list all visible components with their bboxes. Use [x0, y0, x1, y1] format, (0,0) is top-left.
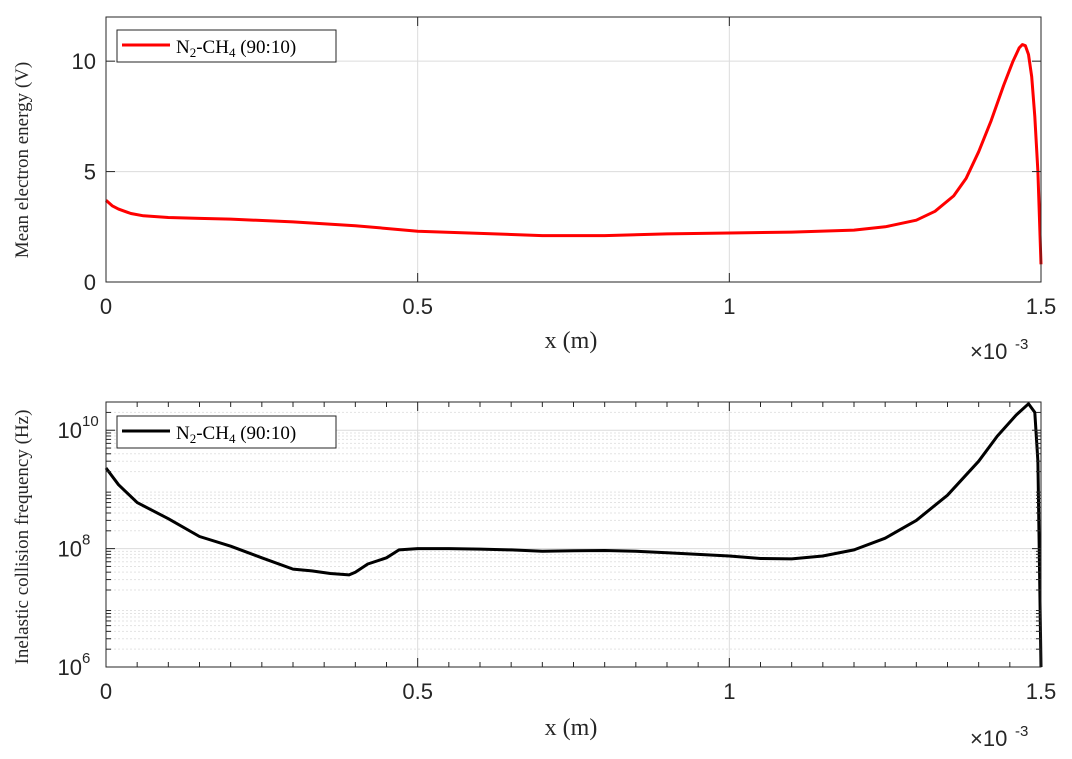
x-tick-label: 0 — [100, 294, 112, 319]
y-tick-label: 5 — [84, 160, 96, 185]
x-tick-label: 1.5 — [1026, 679, 1057, 704]
x-multiplier-base: ×10 — [970, 726, 1007, 751]
y-tick-label: 0 — [84, 270, 96, 295]
legend-ch: -CH — [196, 37, 229, 58]
x-axis-label: x (m) — [545, 328, 598, 354]
legend-ratio: (90:10) — [235, 423, 296, 444]
ticks: 0 0.5 1 1.5 0 5 10 — [72, 17, 1057, 319]
series-line — [104, 402, 1043, 668]
x-tick-label: 0 — [100, 679, 112, 704]
legend-ratio: (90:10) — [235, 37, 296, 58]
x-tick-label: 0.5 — [402, 294, 433, 319]
x-multiplier-base: ×10 — [970, 339, 1007, 364]
axes-box — [105, 16, 1042, 283]
y-tick-label: 10 — [58, 418, 82, 443]
legend-ch: -CH — [196, 423, 229, 444]
x-multiplier: ×10 -3 — [970, 723, 1028, 751]
y-tick-label: 10 — [72, 49, 96, 74]
energy-chart: 0 0.5 1 1.5 0 5 10 x (m) Mean electron energy … — [12, 16, 1057, 364]
legend-sub-2: 2 — [190, 431, 197, 446]
legend-label: N2-CH4 (90:10) — [176, 423, 296, 446]
legend-sub-2: 2 — [190, 45, 197, 60]
y-axis-label: Mean electron energy (V) — [12, 62, 33, 258]
legend-label: N2-CH4 (90:10) — [176, 37, 296, 60]
legend-sub-4: 4 — [229, 45, 236, 60]
x-tick-label: 1 — [723, 294, 735, 319]
y-tick-label: 10 — [58, 655, 82, 680]
legend-n: N — [176, 37, 190, 58]
y-tick-label-exponent: 10 — [82, 413, 99, 430]
x-tick-label: 0.5 — [402, 679, 433, 704]
x-multiplier: ×10 -3 — [970, 336, 1028, 364]
y-axis-label: Inelastic collision frequency (Hz) — [12, 410, 33, 665]
legend-sub-4: 4 — [229, 431, 236, 446]
series-line — [105, 43, 1043, 265]
x-multiplier-exponent: -3 — [1015, 723, 1028, 740]
x-tick-label: 1.5 — [1026, 294, 1057, 319]
series-line-group — [105, 43, 1043, 265]
x-tick-label: 1 — [723, 679, 735, 704]
x-multiplier-exponent: -3 — [1015, 336, 1028, 353]
y-tick-label-exponent: 8 — [82, 532, 90, 549]
legend: N2-CH4 (90:10) — [116, 415, 337, 449]
y-tick-label-exponent: 6 — [82, 650, 90, 667]
x-axis-label: x (m) — [545, 715, 598, 741]
y-tick-label: 10 — [58, 537, 82, 562]
legend-n: N — [176, 423, 190, 444]
series-line-group — [104, 402, 1043, 668]
legend: N2-CH4 (90:10) — [116, 29, 337, 63]
